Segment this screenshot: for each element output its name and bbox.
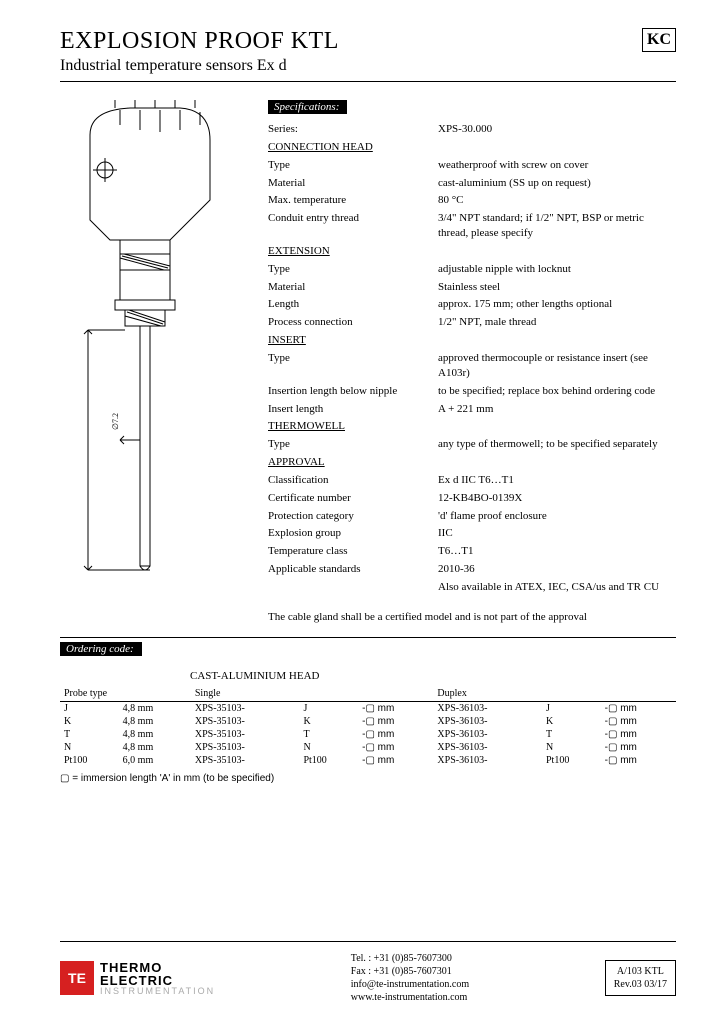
col-probe: Probe type [60, 686, 191, 702]
spec-section-heading: EXTENSION [268, 244, 438, 259]
kc-mark-icon: KC [642, 28, 676, 52]
spec-key: Material [268, 176, 438, 191]
spec-value: Also available in ATEX, IEC, CSA/us and … [438, 580, 676, 595]
spec-key: Type [268, 158, 438, 173]
spec-key: Classification [268, 473, 438, 488]
table-row: J4,8 mmXPS-35103-J-▢ mmXPS-36103-J-▢ mm [60, 701, 676, 715]
ordering-header: Ordering code: [60, 642, 142, 656]
spec-value: Ex d IIC T6…T1 [438, 473, 676, 488]
page-title: EXPLOSION PROOF KTL [60, 28, 339, 55]
company-logo: TE THERMO ELECTRIC INSTRUMENTATION [60, 961, 215, 996]
doc-rev: Rev.03 03/17 [614, 978, 667, 991]
spec-value: T6…T1 [438, 544, 676, 559]
divider [60, 637, 676, 638]
ordering-table: Probe type Single Duplex J4,8 mmXPS-3510… [60, 686, 676, 767]
spec-value: Stainless steel [438, 280, 676, 295]
spec-key: Applicable standards [268, 562, 438, 577]
spec-key: Explosion group [268, 526, 438, 541]
spec-key: Certificate number [268, 491, 438, 506]
doc-id: A/103 KTL [614, 965, 667, 978]
spec-value: cast-aluminium (SS up on request) [438, 176, 676, 191]
series-key: Series: [268, 122, 438, 137]
spec-key: Insertion length below nipple [268, 384, 438, 399]
spec-value: 80 °C [438, 193, 676, 208]
spec-value: approved thermocouple or resistance inse… [438, 351, 676, 381]
spec-value: to be specified; replace box behind orde… [438, 384, 676, 399]
spec-value: A + 221 mm [438, 402, 676, 417]
specs-header: Specifications: [268, 100, 347, 114]
spec-key: Max. temperature [268, 193, 438, 208]
spec-key: Type [268, 262, 438, 277]
spec-value: weatherproof with screw on cover [438, 158, 676, 173]
spec-key: Protection category [268, 509, 438, 524]
spec-section-heading: APPROVAL [268, 455, 438, 470]
spec-key [268, 580, 438, 595]
contact-web: www.te-instrumentation.com [351, 991, 469, 1004]
spec-value: any type of thermowell; to be specified … [438, 437, 676, 452]
diameter-label: ∅7.2 [111, 413, 120, 430]
ordering-head-title: CAST-ALUMINIUM HEAD [190, 670, 676, 682]
sensor-diagram: ∅7.2 [60, 100, 250, 633]
spec-key: Temperature class [268, 544, 438, 559]
spec-value: approx. 175 mm; other lengths optional [438, 297, 676, 312]
spec-section-heading: CONNECTION HEAD [268, 140, 438, 155]
approval-note: The cable gland shall be a certified mod… [268, 611, 676, 623]
spec-value: adjustable nipple with locknut [438, 262, 676, 277]
spec-value: 2010-36 [438, 562, 676, 577]
spec-key: Length [268, 297, 438, 312]
page-subtitle: Industrial temperature sensors Ex d [60, 57, 339, 75]
series-value: XPS-30.000 [438, 122, 676, 137]
spec-section-heading: THERMOWELL [268, 419, 438, 434]
col-duplex: Duplex [433, 686, 676, 702]
col-single: Single [191, 686, 434, 702]
contact-fax: Fax : +31 (0)85-7607301 [351, 965, 469, 978]
spec-value: 1/2" NPT, male thread [438, 315, 676, 330]
table-row: Pt1006,0 mmXPS-35103-Pt100-▢ mmXPS-36103… [60, 754, 676, 767]
contact-tel: Tel. : +31 (0)85-7607300 [351, 952, 469, 965]
spec-key: Conduit entry thread [268, 211, 438, 241]
contact-email: info@te-instrumentation.com [351, 978, 469, 991]
logo-sub: INSTRUMENTATION [100, 987, 215, 996]
spec-value: IIC [438, 526, 676, 541]
spec-key: Material [268, 280, 438, 295]
table-row: N4,8 mmXPS-35103-N-▢ mmXPS-36103-N-▢ mm [60, 741, 676, 754]
spec-key: Process connection [268, 315, 438, 330]
spec-value: 12-KB4BO-0139X [438, 491, 676, 506]
divider [60, 81, 676, 82]
spec-key: Type [268, 437, 438, 452]
spec-key: Type [268, 351, 438, 381]
ordering-footnote: ▢ = immersion length 'A' in mm (to be sp… [60, 773, 676, 784]
logo-line2: ELECTRIC [100, 974, 215, 987]
logo-icon: TE [60, 961, 94, 995]
table-row: K4,8 mmXPS-35103-K-▢ mmXPS-36103-K-▢ mm [60, 715, 676, 728]
spec-value: 3/4" NPT standard; if 1/2" NPT, BSP or m… [438, 211, 676, 241]
spec-value: 'd' flame proof enclosure [438, 509, 676, 524]
spec-key: Insert length [268, 402, 438, 417]
logo-line1: THERMO [100, 961, 215, 974]
divider [60, 941, 676, 942]
revision-box: A/103 KTL Rev.03 03/17 [605, 960, 676, 996]
table-row: T4,8 mmXPS-35103-T-▢ mmXPS-36103-T-▢ mm [60, 728, 676, 741]
contact-block: Tel. : +31 (0)85-7607300 Fax : +31 (0)85… [351, 952, 469, 1004]
spec-section-heading: INSERT [268, 333, 438, 348]
